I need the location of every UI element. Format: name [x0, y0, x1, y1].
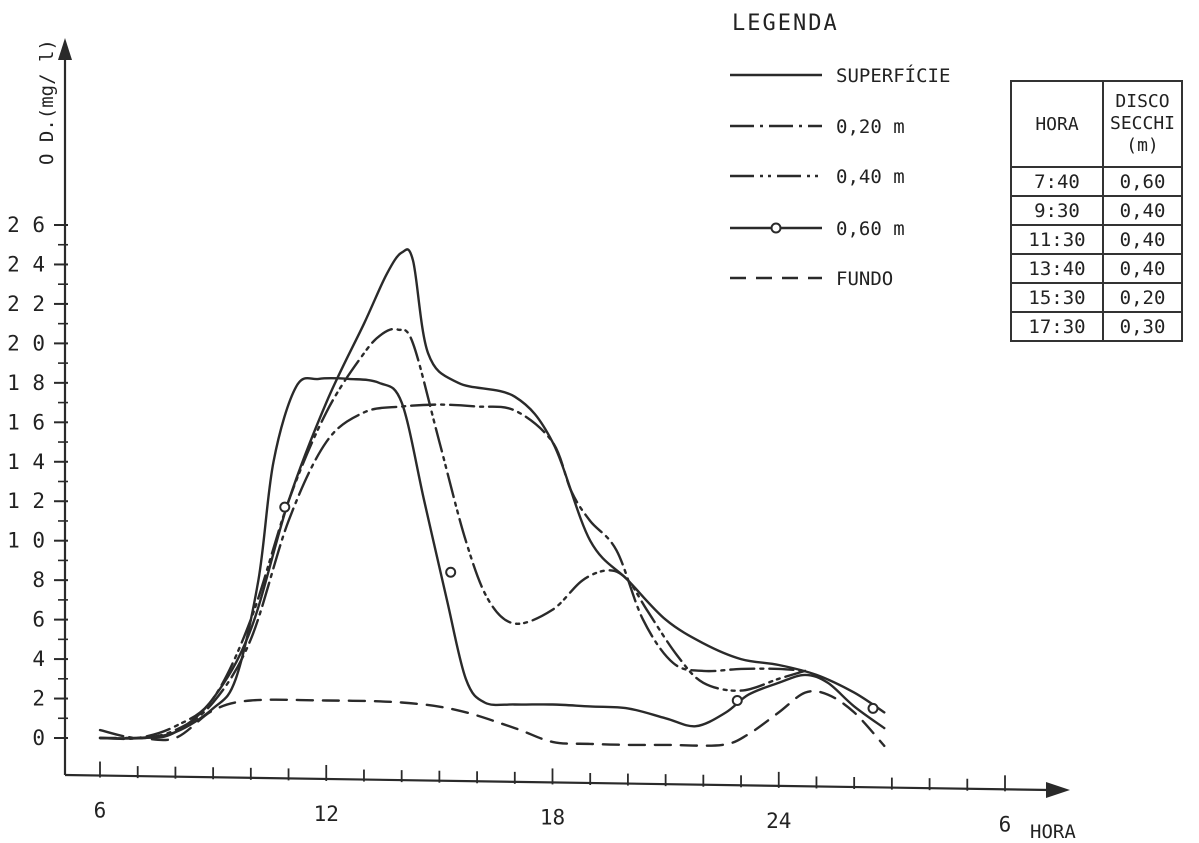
secchi-header-disco-line3: (m): [1126, 135, 1159, 156]
secchi-cell-valor: 0,40: [1101, 253, 1184, 284]
y-tick-label: 4: [32, 647, 45, 671]
series-line-superf-cie: [98, 248, 886, 740]
series-line-fundo: [98, 689, 886, 748]
y-tick-label: 1 6: [7, 410, 45, 434]
markers-layer: [279, 501, 879, 714]
x-axis-arrow: [1046, 782, 1070, 798]
series-marker: [279, 501, 291, 513]
table-row: 15:30 0,20: [1010, 282, 1184, 313]
legend-label: 0,40 m: [836, 166, 905, 188]
secchi-cell-hora: 9:30: [1010, 195, 1104, 226]
table-row: 13:40 0,40: [1010, 253, 1184, 284]
axes: [58, 38, 1070, 798]
secchi-cell-valor: 0,40: [1101, 195, 1184, 226]
y-axis-arrow: [58, 38, 72, 60]
secchi-cell-hora: 15:30: [1010, 282, 1104, 313]
table-row: 7:40 0,60: [1010, 166, 1184, 197]
x-axis-title: HORA: [1030, 821, 1076, 843]
legend-marker: [770, 222, 782, 234]
legend-label: 0,60 m: [836, 218, 905, 240]
series-marker: [445, 566, 457, 578]
x-tick-label: 18: [540, 805, 565, 829]
y-tick-label: 1 2: [7, 489, 45, 513]
y-tick-label: 8: [32, 568, 45, 592]
y-tick-label: 1 4: [7, 450, 45, 474]
y-tick-label: 1 8: [7, 371, 45, 395]
y-tick-label: 2 4: [7, 252, 45, 276]
x-tick-label: 6: [94, 799, 107, 823]
x-tick-label: 24: [766, 809, 791, 833]
legend-label: 0,20 m: [836, 116, 905, 138]
y-axis-title: O D.(mg/ l): [36, 39, 58, 165]
legend-title: LEGENDA: [732, 11, 839, 36]
series-line-0-60-m: [98, 376, 886, 740]
series-line-0-40-m: [98, 327, 807, 741]
y-tick-label: 1 0: [7, 529, 45, 553]
secchi-cell-valor: 0,30: [1101, 311, 1184, 342]
x-tick-label: 6: [999, 812, 1012, 836]
y-tick-label: 2: [32, 687, 45, 711]
secchi-cell-valor: 0,40: [1101, 224, 1184, 255]
y-tick-label: 6: [32, 608, 45, 632]
y-tick-label: 2 0: [7, 331, 45, 355]
table-row: 17:30 0,30: [1010, 311, 1184, 342]
series-marker: [731, 695, 743, 707]
y-tick-label: 2 6: [7, 213, 45, 237]
secchi-cell-valor: 0,60: [1101, 166, 1184, 197]
secchi-table-header-row: HORA DISCO SECCHI (m): [1010, 80, 1184, 168]
secchi-cell-valor: 0,20: [1101, 282, 1184, 313]
secchi-header-disco-line1: DISCO: [1115, 91, 1170, 112]
legend-label: FUNDO: [836, 268, 893, 290]
secchi-table: HORA DISCO SECCHI (m) 7:40 0,60 9:30 0,4…: [1010, 80, 1184, 342]
secchi-cell-hora: 13:40: [1010, 253, 1104, 284]
x-tick-label: 12: [314, 802, 339, 826]
series-marker: [867, 702, 879, 714]
secchi-cell-hora: 11:30: [1010, 224, 1104, 255]
legend-items: SUPERFÍCIE 0,20 m 0,40 m 0,60 m FUNDO: [730, 64, 950, 290]
secchi-header-disco-line2: SECCHI: [1110, 113, 1176, 134]
y-tick-label: 0: [32, 726, 45, 750]
table-row: 11:30 0,40: [1010, 224, 1184, 255]
table-row: 9:30 0,40: [1010, 195, 1184, 226]
secchi-cell-hora: 17:30: [1010, 311, 1104, 342]
series-line-0-20-m: [98, 403, 807, 740]
secchi-header-disco: DISCO SECCHI (m): [1101, 80, 1184, 168]
legend: LEGENDA SUPERFÍCIE 0,20 m 0,40 m 0,60 m FUND…: [730, 11, 950, 290]
y-tick-label: 2 2: [7, 292, 45, 316]
secchi-cell-hora: 7:40: [1010, 166, 1104, 197]
legend-label: SUPERFÍCIE: [836, 64, 950, 87]
series-layer: [98, 248, 886, 748]
secchi-header-hora: HORA: [1010, 80, 1104, 168]
x-axis-line: [64, 773, 1051, 792]
